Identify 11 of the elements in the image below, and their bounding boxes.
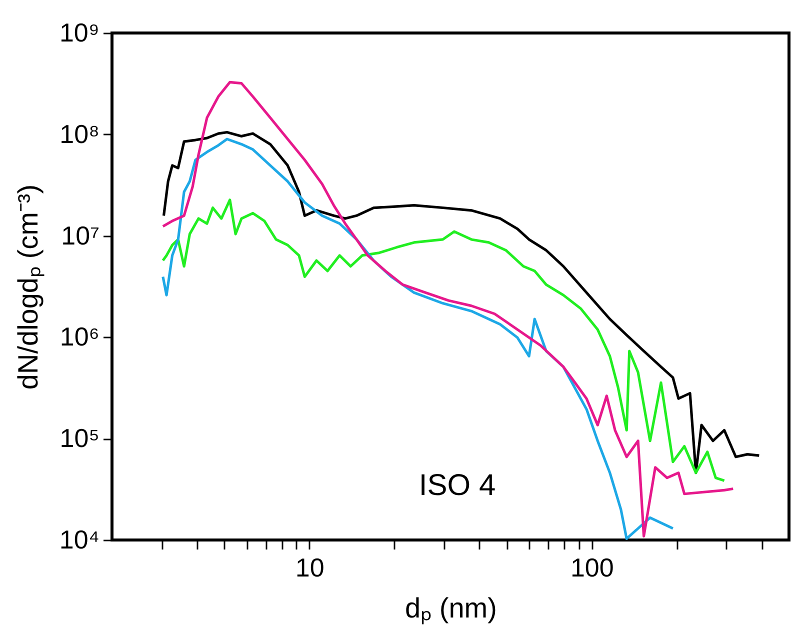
x-axis-title: dₚ (nm) bbox=[405, 592, 497, 624]
x-tick-label: 100 bbox=[570, 552, 614, 582]
y-tick-label: 10⁸ bbox=[60, 118, 100, 149]
y-tick-label: 10⁶ bbox=[60, 322, 100, 352]
y-tick-label: 10⁵ bbox=[60, 423, 100, 454]
annotation: ISO 4 bbox=[418, 468, 496, 502]
y-axis-title: dN/dlogdₚ (cm⁻³) bbox=[12, 184, 44, 390]
y-tick-label: 10⁴ bbox=[59, 524, 100, 554]
x-tick-label: 10 bbox=[295, 552, 324, 582]
y-tick-label: 10⁹ bbox=[59, 18, 100, 48]
y-tick-label: 10⁷ bbox=[61, 220, 100, 250]
